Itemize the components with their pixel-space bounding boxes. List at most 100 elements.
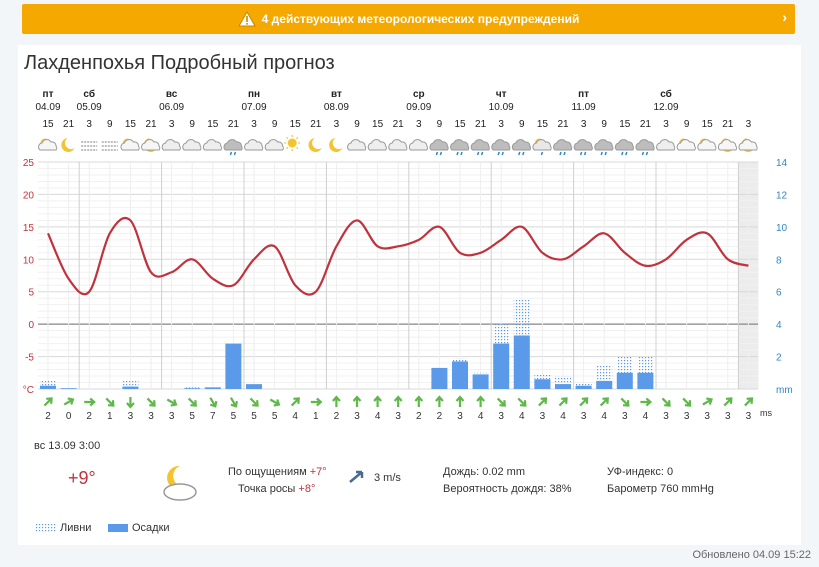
precip-bar [60,388,77,389]
warnings-banner-text: 4 действующих метеорологических предупре… [261,12,580,26]
arrow-shape [166,398,178,407]
cloud-shape [347,139,367,151]
hour-label: 15 [537,119,549,130]
rain-drop [229,151,233,156]
cloud-shape [511,139,532,151]
rain-drop [435,151,439,156]
arrow-shape [435,395,444,407]
wind-speed-label: 5 [189,411,195,422]
sun-icon [284,135,301,151]
temp-axis-label: 10 [23,255,35,266]
wind-speed-label: 3 [540,411,546,422]
precip-bar [493,343,510,389]
rain-cloud-icon [614,139,635,156]
hour-label: 9 [519,119,525,130]
cloud-shape [738,139,758,151]
cloud-shape [223,139,243,151]
day-date-label: 09.09 [406,102,431,113]
precip-bar [472,374,489,389]
arrow-shape [538,397,548,407]
arrow-shape [84,397,96,407]
wind-arrow-icon [126,397,135,409]
precip-axis-label: 12 [776,190,788,201]
uv-index: УФ-индекс: 0 [607,466,674,478]
rain-drop [579,151,583,156]
day-date-label: 07.09 [241,102,266,113]
wind-arrow-icon [640,397,653,407]
cloud-shape [573,139,593,151]
rain-drop [439,151,443,156]
day-date-label: 12.09 [653,102,678,113]
rain-cloud-icon [594,139,614,156]
wind-arrow-icon [63,397,75,406]
hour-label: 21 [63,119,75,130]
precip-bar [204,387,221,389]
hour-label: 15 [619,119,631,130]
rain-drop [559,151,562,156]
wind-speed-label: 3 [148,411,154,422]
arrow-shape [269,398,281,407]
wind-speed-label: 3 [395,411,401,422]
warning-icon [237,11,256,27]
wind-arrow-icon [373,395,382,407]
precip-swatch [108,524,128,532]
hour-label: 3 [746,119,752,130]
wind-speed-label: 3 [622,411,628,422]
rain-drop [604,151,607,156]
cloud-icon [367,139,387,151]
rain-amount: Дождь: 0.02 mm [443,466,525,478]
showers-swatch [36,524,56,532]
wind-arrow-icon [269,398,281,407]
arrow-shape [332,395,341,407]
rain-cloud-icon [635,139,655,156]
hour-label: 3 [334,119,340,130]
wind-speed-label: 3 [684,411,690,422]
arrow-shape [63,397,75,406]
fog-icon [81,141,98,151]
hour-label: 15 [372,119,384,130]
detail-datetime: вс 13.09 3:00 [34,440,101,452]
hour-label: 21 [722,119,734,130]
hour-label: 21 [475,119,487,130]
moon-shape [308,138,322,152]
cloud-icon [182,139,202,151]
wind-speed-label: 4 [375,411,381,422]
cloud-icon [347,139,367,151]
rain-cloud-icon [491,139,511,156]
wind-speed-label: 5 [251,411,257,422]
wind-speed-label: 3 [354,411,360,422]
rain-drop [497,151,500,156]
arrow-shape [209,397,218,408]
cloud-shape [244,139,264,151]
forecast-card [18,45,801,545]
arrow-shape [373,395,382,407]
warnings-banner[interactable]: 4 действующих метеорологических предупре… [22,4,795,34]
cloud-shape [553,139,573,151]
day-name-label: сб [83,88,95,100]
sun-ray [286,146,289,150]
wind-speed-label: 7 [210,411,216,422]
hour-label: 9 [354,119,360,130]
wind-arrow-icon [209,397,218,408]
moon-shape [61,138,75,152]
wind-arrow-icon [744,397,754,407]
arrow-shape [558,397,568,407]
hour-label: 3 [581,119,587,130]
wind-speed-label: 3 [704,411,710,422]
precip-bar [246,384,262,389]
precip-axis-label: mm [776,385,793,396]
cloud-icon [408,139,429,151]
arrow-shape [249,397,259,407]
wind-speed-label: 3 [581,411,587,422]
hour-label: 3 [251,119,257,130]
rain-drop [456,151,459,156]
day-name-label: пт [43,89,54,100]
wind-arrow-icon [332,395,341,407]
rain-drop [518,151,521,156]
day-date-label: 04.09 [35,102,60,113]
hour-label: 15 [702,119,714,130]
temp-axis-label: 25 [23,158,35,169]
arrow-shape [640,397,653,407]
precip-bar [122,386,139,389]
temp-axis-label: 5 [28,288,34,299]
